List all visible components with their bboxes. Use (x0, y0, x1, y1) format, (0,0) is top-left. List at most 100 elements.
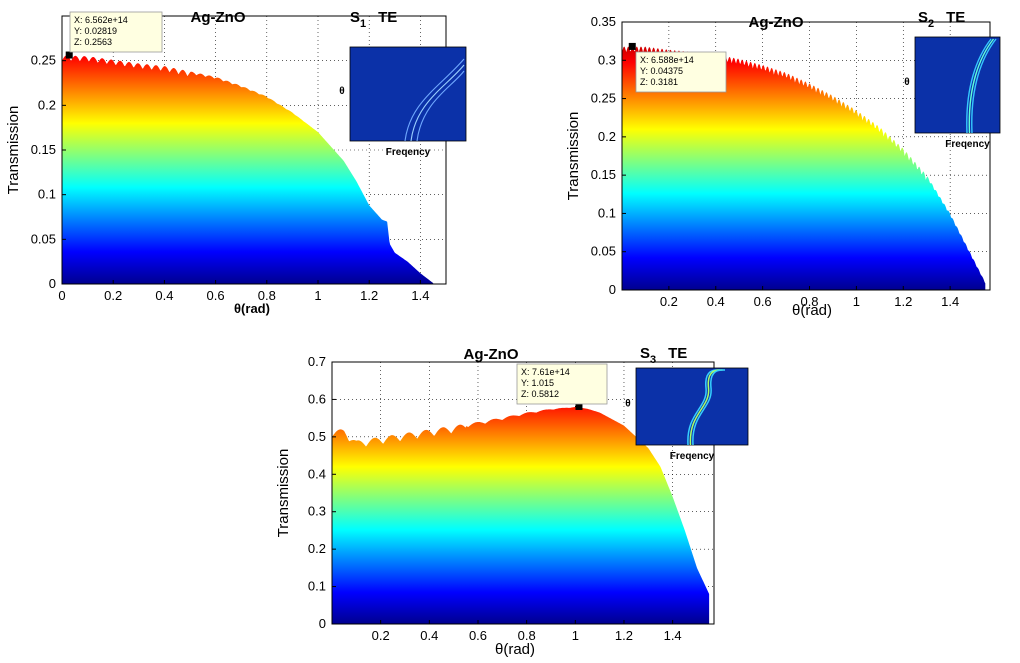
transmission-area (332, 407, 710, 624)
x-tick-label: 1.4 (941, 294, 959, 309)
y-tick-label: 0.4 (308, 466, 326, 481)
structure-label-main: S (640, 345, 650, 362)
y-tick-label: 0.3 (308, 504, 326, 519)
y-tick-label: 0.2 (308, 541, 326, 556)
x-tick-label: 0.6 (754, 294, 772, 309)
datatip-line: X: 6.562e+14 (74, 15, 128, 25)
x-tick-label: 0.4 (420, 628, 438, 643)
axes-frame (621, 21, 991, 291)
transmission-area (622, 46, 986, 290)
inset-curve (404, 58, 465, 142)
inset-y-label: θ (904, 77, 909, 88)
x-axis-label: θ(rad) (792, 302, 832, 319)
y-axis-label: Transmission (275, 449, 292, 538)
y-tick-label: 0.2 (598, 129, 616, 144)
transmission-area (62, 55, 434, 284)
datatip-marker (65, 51, 73, 59)
x-tick-label: 0.8 (258, 288, 276, 303)
inset: θ Freqency (339, 46, 467, 158)
x-tick-label: 0.2 (372, 628, 390, 643)
x-axis-label: θ(rad) (495, 641, 535, 658)
chart-3: 0.2 0.4 0.6 0.8 1 1.2 1.4 0 0.1 0.2 0.3 0.4 0.5 0.6 0.… (275, 345, 749, 658)
y-tick-label: 0.15 (31, 142, 56, 157)
structure-label-mode: TE (946, 9, 965, 26)
chart-1: 0 0.2 0.4 0.6 0.8 1 1.2 1.4 0 0.05 0.1 0.15 0.2 0.25 θ… (5, 9, 467, 316)
y-tick-label: 0.2 (38, 97, 56, 112)
datatip-box (635, 51, 727, 93)
y-tick-label: 0.1 (38, 187, 56, 202)
chart-title: Ag-ZnO (749, 14, 804, 31)
datatip-line: X: 6.588e+14 (640, 55, 694, 65)
datatip-box (516, 363, 608, 405)
structure-label-main: S (918, 9, 928, 26)
x-tick-label: 0.6 (469, 628, 487, 643)
x-tick-label: 0.4 (155, 288, 173, 303)
datatip-line: Z: 0.3181 (640, 77, 678, 87)
inset-curve (968, 38, 995, 134)
x-tick-label: 1.4 (664, 628, 682, 643)
structure-label-sub: 2 (928, 18, 934, 30)
y-tick-label: 0.25 (31, 53, 56, 68)
x-tick-label: 0.8 (800, 294, 818, 309)
y-tick-label: 0.1 (598, 205, 616, 220)
structure-label: S3 TE (640, 345, 687, 366)
structure-label-main: S (350, 9, 360, 26)
structure-label-mode: TE (668, 345, 687, 362)
chart-title: Ag-ZnO (191, 9, 246, 26)
x-tick-label: 0.6 (207, 288, 225, 303)
y-tick-label: 0 (49, 276, 56, 291)
axes-frame (331, 361, 715, 625)
x-tick-label: 1 (572, 628, 579, 643)
y-tick-label: 0.6 (308, 391, 326, 406)
inset-curve (416, 70, 465, 142)
datatip-line: Z: 0.5812 (521, 389, 559, 399)
inset-curve (966, 38, 992, 134)
inset-x-label: Freqency (670, 451, 715, 462)
y-tick-label: 0.1 (308, 579, 326, 594)
structure-label-sub: 1 (360, 18, 366, 30)
x-tick-label: 0.2 (104, 288, 122, 303)
datatip-box (69, 11, 163, 53)
inset-frame (349, 46, 467, 142)
inset: θ Freqency (625, 367, 749, 462)
datatip-line: Z: 0.2563 (74, 37, 112, 47)
x-tick-label: 1 (314, 288, 321, 303)
y-tick-label: 0.35 (591, 14, 616, 29)
inset-curve (692, 369, 726, 446)
structure-label: S1 TE (350, 9, 397, 30)
y-axis-label: Transmission (565, 112, 582, 201)
y-tick-label: 0.05 (31, 231, 56, 246)
x-tick-label: 1 (853, 294, 860, 309)
x-tick-label: 0.8 (518, 628, 536, 643)
x-tick-label: 1.2 (360, 288, 378, 303)
x-tick-label: 1.2 (894, 294, 912, 309)
x-tick-label: 0.2 (660, 294, 678, 309)
structure-label-sub: 3 (650, 354, 656, 366)
structure-label-mode: TE (378, 9, 397, 26)
inset-x-label: Freqency (945, 139, 990, 150)
y-tick-label: 0.05 (591, 244, 616, 259)
x-axis-label: θ(rad) (234, 301, 270, 316)
datatip-line: X: 7.61e+14 (521, 367, 570, 377)
x-tick-label: 0 (58, 288, 65, 303)
y-axis-label: Transmission (5, 106, 22, 195)
datatip-line: Y: 1.015 (521, 378, 554, 388)
inset-frame (635, 367, 749, 446)
y-tick-label: 0.5 (308, 429, 326, 444)
chart-2: 0.2 0.4 0.6 0.8 1 1.2 1.4 0 0.05 0.1 0.15 0.2 0.25 0.… (565, 9, 1001, 319)
y-tick-label: 0 (609, 282, 616, 297)
datatip-marker (575, 402, 583, 410)
datatip-marker (628, 42, 636, 50)
x-tick-label: 1.2 (615, 628, 633, 643)
inset-x-label: Freqency (386, 147, 431, 158)
chart-title: Ag-ZnO (464, 346, 519, 363)
inset-curve (971, 38, 997, 134)
x-tick-label: 1.4 (411, 288, 429, 303)
y-tick-label: 0 (319, 616, 326, 631)
y-tick-label: 0.15 (591, 167, 616, 182)
y-tick-label: 0.25 (591, 91, 616, 106)
